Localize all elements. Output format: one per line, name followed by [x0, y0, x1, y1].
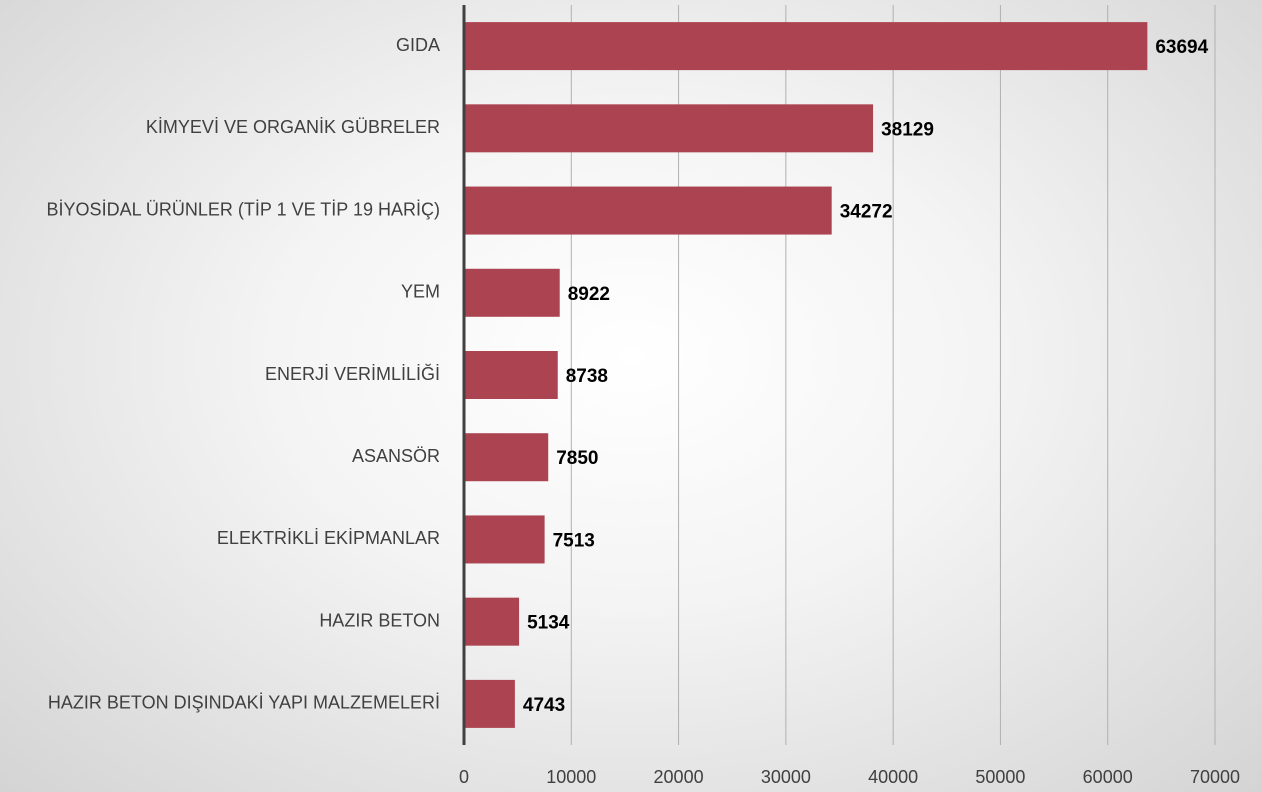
value-label: 8922 [568, 284, 610, 305]
bar [464, 433, 549, 482]
y-tick-label: ELEKTRİKLİ EKİPMANLAR [217, 528, 440, 548]
y-tick-label: ENERJİ VERİMLİLİĞİ [265, 363, 440, 384]
x-tick-label: 30000 [761, 767, 811, 787]
value-label: 5134 [527, 613, 570, 634]
bar [464, 597, 520, 646]
x-tick-label: 60000 [1083, 767, 1133, 787]
value-label: 34272 [840, 202, 893, 223]
x-tick-label: 10000 [546, 767, 596, 787]
value-label: 63694 [1155, 37, 1208, 58]
bar [464, 22, 1148, 71]
x-tick-label: 20000 [654, 767, 704, 787]
bar [464, 351, 558, 399]
bar [464, 268, 560, 317]
value-label: 7513 [553, 530, 595, 551]
value-label: 4743 [523, 695, 565, 716]
value-label: 8738 [566, 366, 608, 387]
bar [464, 515, 545, 564]
value-label: 38129 [881, 119, 934, 140]
y-tick-label: GIDA [396, 35, 440, 55]
y-tick-label: KİMYEVİ VE ORGANİK GÜBRELER [146, 117, 440, 137]
y-tick-label: HAZIR BETON DIŞINDAKİ YAPI MALZEMELERİ [48, 693, 440, 713]
y-tick-label: BİYOSİDAL ÜRÜNLER (TİP 1 VE TİP 19 HARİÇ… [47, 199, 440, 219]
x-tick-label: 70000 [1190, 767, 1240, 787]
x-tick-label: 40000 [868, 767, 918, 787]
y-tick-label: HAZIR BETON [319, 610, 440, 630]
x-tick-label: 50000 [975, 767, 1025, 787]
bar [464, 679, 515, 728]
bar [464, 186, 832, 235]
bar [464, 104, 874, 153]
y-tick-label: YEM [401, 282, 440, 302]
x-tick-label: 0 [459, 767, 469, 787]
y-tick-label: ASANSÖR [352, 446, 440, 466]
value-label: 7850 [556, 448, 598, 469]
